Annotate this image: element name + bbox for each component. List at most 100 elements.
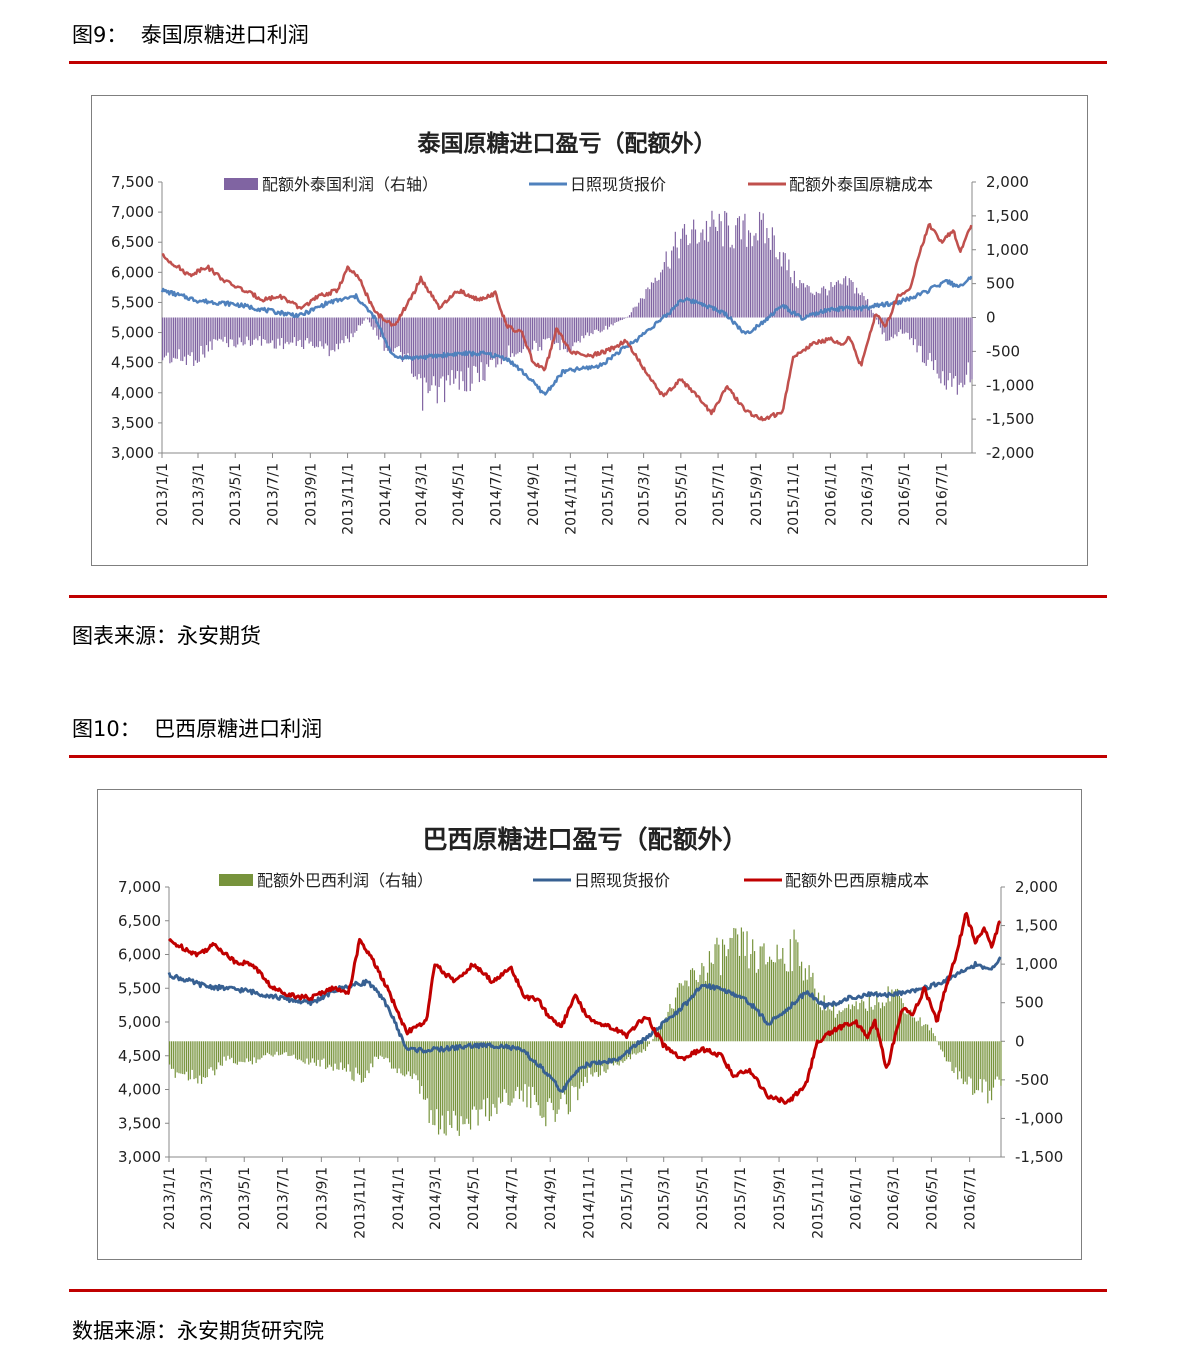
profit-bar bbox=[727, 949, 729, 1042]
profit-bar bbox=[1000, 1041, 1002, 1086]
profit-bar bbox=[304, 1041, 306, 1064]
profit-bar bbox=[778, 959, 780, 1042]
profit-bar bbox=[804, 287, 806, 318]
profit-bar bbox=[826, 295, 828, 318]
profit-bar bbox=[405, 317, 407, 356]
profit-bar bbox=[678, 258, 680, 318]
profit-bar bbox=[685, 234, 687, 318]
figure-1-top-rule bbox=[69, 61, 1107, 64]
x-tick-label: 2015/1/1 bbox=[601, 463, 617, 526]
profit-bar bbox=[695, 979, 697, 1042]
profit-bar bbox=[601, 1041, 603, 1067]
profit-bar bbox=[868, 307, 871, 318]
profit-bar bbox=[943, 1041, 946, 1058]
profit-bar bbox=[701, 962, 703, 1042]
profit-bar bbox=[711, 210, 713, 318]
profit-bar bbox=[289, 1041, 291, 1056]
profit-bar bbox=[504, 317, 506, 359]
profit-bar bbox=[806, 284, 808, 318]
profit-bar bbox=[632, 307, 634, 318]
profit-bar bbox=[606, 317, 609, 330]
profit-bar bbox=[735, 225, 737, 318]
profit-bar bbox=[524, 1041, 526, 1085]
profit-bar bbox=[401, 317, 404, 362]
profit-bar bbox=[865, 300, 867, 318]
profit-bar bbox=[418, 317, 420, 375]
profit-bar bbox=[458, 1041, 460, 1136]
profit-bar bbox=[481, 1041, 483, 1110]
profit-bar bbox=[162, 317, 164, 361]
profit-bar bbox=[326, 317, 329, 346]
profit-bar bbox=[464, 1041, 466, 1125]
profit-bar bbox=[769, 956, 771, 1042]
profit-bar bbox=[546, 317, 548, 339]
profit-bar bbox=[385, 1041, 387, 1058]
x-tick-label: 2013/1/1 bbox=[162, 1167, 178, 1230]
profit-bar bbox=[244, 317, 246, 345]
profit-bar bbox=[210, 1041, 212, 1068]
profit-bar bbox=[212, 1041, 214, 1071]
profit-bar bbox=[713, 219, 715, 318]
profit-bar bbox=[586, 317, 589, 333]
profit-bar bbox=[270, 317, 272, 343]
profit-bar bbox=[363, 317, 365, 321]
profit-bar bbox=[334, 1041, 336, 1064]
y-left-tick-label: 6,500 bbox=[118, 912, 161, 930]
x-tick-label: 2014/1/1 bbox=[378, 463, 394, 526]
profit-bar bbox=[272, 1041, 274, 1057]
profit-bar bbox=[522, 1041, 524, 1102]
profit-bar bbox=[431, 317, 433, 386]
profit-bar bbox=[665, 1017, 667, 1042]
x-tick-label: 2014/5/1 bbox=[451, 463, 467, 526]
profit-bar bbox=[451, 1041, 453, 1128]
profit-bar bbox=[537, 1041, 539, 1106]
profit-bar bbox=[284, 317, 286, 344]
profit-bar bbox=[861, 999, 863, 1042]
profit-bar bbox=[211, 317, 213, 350]
profit-bar bbox=[533, 317, 535, 341]
profit-bar bbox=[611, 1041, 613, 1061]
profit-bar bbox=[493, 317, 495, 359]
profit-bars bbox=[162, 210, 973, 411]
profit-bar bbox=[178, 1041, 180, 1074]
profit-bar bbox=[503, 1041, 506, 1090]
profit-bar bbox=[947, 317, 949, 381]
profit-bar bbox=[927, 1024, 929, 1042]
profit-bar bbox=[328, 1041, 331, 1065]
profit-bar bbox=[308, 1041, 310, 1065]
profit-bar bbox=[191, 1041, 193, 1070]
profit-bar bbox=[914, 317, 916, 340]
profit-bar bbox=[918, 317, 920, 346]
profit-bar bbox=[994, 1041, 996, 1080]
profit-bar bbox=[400, 1041, 402, 1074]
profit-bar bbox=[660, 272, 662, 318]
profit-bar bbox=[931, 317, 933, 362]
profit-bar bbox=[189, 1041, 191, 1080]
profit-bar bbox=[235, 317, 237, 348]
profit-bar bbox=[403, 317, 405, 355]
profit-bar bbox=[204, 1041, 206, 1078]
profit-bar bbox=[466, 1041, 468, 1119]
profit-bar bbox=[797, 942, 799, 1042]
profit-bar bbox=[975, 1041, 978, 1090]
chart-title: 泰国原糖进口盈亏（配额外） bbox=[417, 130, 717, 157]
profit-bar bbox=[650, 282, 653, 318]
chart-2-svg: 巴西原糖进口盈亏（配额外） 配额外巴西利润（右轴） 日照现货报价 配额外巴西原糖成本 3… bbox=[118, 825, 1063, 1239]
profit-bar bbox=[900, 998, 902, 1042]
profit-bar bbox=[582, 1041, 585, 1087]
profit-bar bbox=[729, 937, 731, 1042]
profit-bar bbox=[757, 240, 759, 318]
profit-bar bbox=[810, 292, 812, 318]
profit-bar bbox=[813, 295, 816, 318]
profit-bar bbox=[436, 1041, 438, 1110]
profit-bar bbox=[330, 1041, 332, 1067]
profit-bar bbox=[633, 1041, 635, 1054]
profit-bar bbox=[290, 317, 292, 343]
profit-bar bbox=[595, 1041, 598, 1072]
figure-1-title: 图9： 泰国原糖进口利润 bbox=[72, 23, 309, 47]
profit-bar bbox=[915, 1021, 917, 1042]
profit-bar bbox=[731, 244, 733, 318]
profit-bar bbox=[547, 1041, 549, 1102]
profit-bar bbox=[167, 317, 169, 353]
profit-bar bbox=[491, 317, 493, 361]
